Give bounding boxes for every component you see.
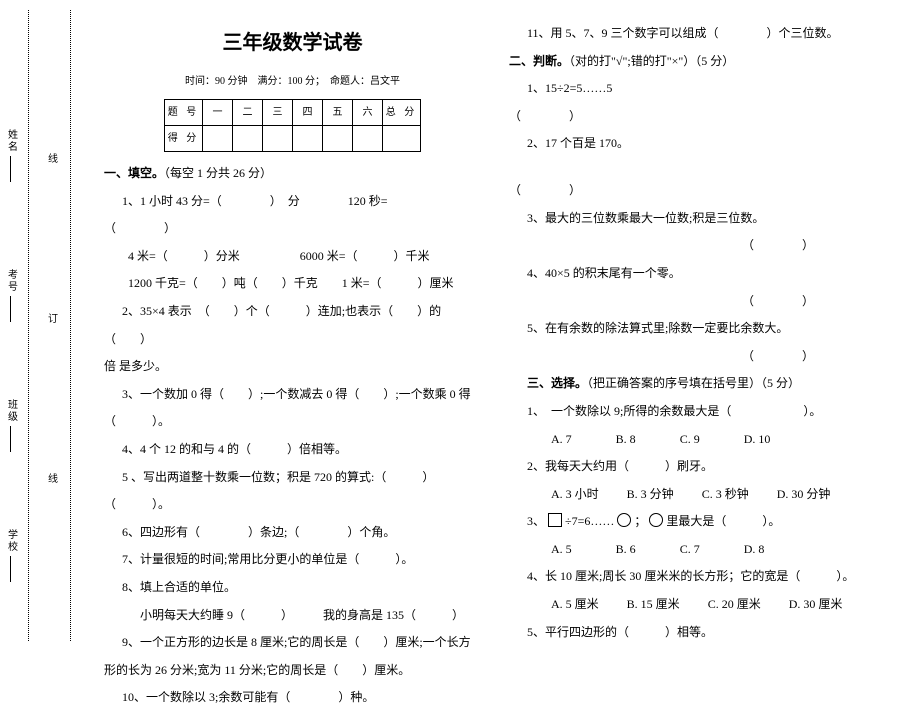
section1-heading: 一、填空。（每空 1 分共 26 分） [104,160,481,188]
q5: 5 、写出两道整十数乘一位数；积是 720 的算式:（ ） [104,464,481,492]
c4A: A. 5 厘米 [551,591,599,619]
q7: 7、计量很短的时间;常用比分更小的单位是（ ）。 [104,546,481,574]
dotted-line-1 [28,10,29,641]
c5: 5、平行四边形的（ ）相等。 [509,619,886,647]
c4C: C. 20 厘米 [708,591,761,619]
j5: 5、在有余数的除法算式里;除数一定要比余数大。 [509,315,886,343]
c4-opts: A. 5 厘米 B. 15 厘米 C. 20 厘米 D. 30 厘米 [509,591,886,619]
score-row-label: 得 分 [165,126,203,152]
score-table: 题 号 一 二 三 四 五 六 总 分 得 分 [164,99,421,152]
binding-label-examno: 考号 [6,270,20,328]
cut-mark-2: 订 [48,310,58,325]
score-h4: 四 [293,100,323,126]
c1-opts: A. 7 B. 8 C. 9 D. 10 [509,426,886,454]
q9: 9、一个正方形的边长是 8 厘米;它的周长是（ ）厘米;一个长方 [104,629,481,657]
c2B: B. 3 分钟 [627,481,674,509]
score-c6 [353,126,383,152]
c3: 3、 ÷7=6…… ； 里最大是（ ）。 [509,508,886,536]
c3B: B. 6 [616,536,636,564]
score-h0: 题 号 [165,100,203,126]
c3A: A. 5 [551,536,572,564]
score-h6: 六 [353,100,383,126]
q10: 10、一个数除以 3;余数可能有（ ）种。 [104,684,481,712]
j4: 4、40×5 的积末尾有一个零。 [509,260,886,288]
exam-meta: 时间：90 分钟 满分：100 分； 命题人：吕文平 [104,70,481,93]
binding-label-name: 姓名 [6,130,20,188]
section2-heading: 二、判断。（对的打"√";错的打"×"）（5 分） [509,48,886,76]
score-h2: 二 [233,100,263,126]
q1c2: 1200 千克=（ ）吨（ ）千克 1 米=（ ）厘米 [104,270,481,298]
q1c: 4 米=（ ）分米 6000 米=（ ）千米 [104,243,481,271]
binding-margin: 姓名 考号 班级 学校 线 订 线 [0,0,80,651]
c2D: D. 30 分钟 [777,481,831,509]
cut-mark-1: 线 [48,150,58,165]
q1b: （ ） [104,215,481,243]
c4D: D. 30 厘米 [789,591,843,619]
right-column: 11、用 5、7、9 三个数字可以组成（ ）个三位数。 二、判断。（对的打"√"… [495,20,900,631]
square-icon [548,513,562,527]
q2b: 倍 是多少。 [104,353,481,381]
c3C: C. 7 [680,536,700,564]
j3: 3、最大的三位数乘最大一位数;积是三位数。 [509,205,886,233]
j3p: （ ） [509,232,886,260]
score-c3 [263,126,293,152]
c1A: A. 7 [551,426,572,454]
c3D: D. 8 [744,536,765,564]
score-c2 [233,126,263,152]
page-content: 三年级数学试卷 时间：90 分钟 满分：100 分； 命题人：吕文平 题 号 一… [90,20,900,631]
q4: 4、4 个 12 的和与 4 的（ ）倍相等。 [104,436,481,464]
j1p: （ ） [509,103,886,131]
score-c1 [203,126,233,152]
j2: 2、17 个百是 170。 [509,130,886,158]
c1C: C. 9 [680,426,700,454]
q8a: 小明每天大约睡 9（ ） 我的身高是 135（ ） [104,602,481,630]
q3b: （ ）。 [104,408,481,436]
c4: 4、长 10 厘米;周长 30 厘米米的长方形；它的宽是（ ）。 [509,563,886,591]
q3: 3、一个数加 0 得（ ）;一个数减去 0 得（ ）;一个数乘 0 得 [104,381,481,409]
exam-title: 三年级数学试卷 [104,20,481,66]
binding-label-school: 学校 [6,530,20,588]
score-h5: 五 [323,100,353,126]
j4p: （ ） [509,288,886,316]
score-c5 [323,126,353,152]
score-h7: 总 分 [383,100,421,126]
c2C: C. 3 秒钟 [702,481,749,509]
j1: 1、15÷2=5……5 [509,75,886,103]
c1B: B. 8 [616,426,636,454]
circle-icon-2 [649,513,663,527]
q8: 8、填上合适的单位。 [104,574,481,602]
score-c4 [293,126,323,152]
spacer-1 [509,158,886,177]
c2A: A. 3 小时 [551,481,599,509]
dotted-line-2 [70,10,71,641]
score-h1: 一 [203,100,233,126]
q2: 2、35×4 表示 （ ）个（ ）连加;也表示（ ）的（ ） [104,298,481,353]
c2: 2、我每天大约用（ ）刷牙。 [509,453,886,481]
c3-opts: A. 5 B. 6 C. 7 D. 8 [509,536,886,564]
cut-mark-3: 线 [48,470,58,485]
c1D: D. 10 [744,426,771,454]
left-column: 三年级数学试卷 时间：90 分钟 满分：100 分； 命题人：吕文平 题 号 一… [90,20,495,631]
j2p: （ ） [509,177,886,205]
circle-icon-1 [617,513,631,527]
score-h3: 三 [263,100,293,126]
q11: 11、用 5、7、9 三个数字可以组成（ ）个三位数。 [509,20,886,48]
c2-opts: A. 3 小时 B. 3 分钟 C. 3 秒钟 D. 30 分钟 [509,481,886,509]
j5p: （ ） [509,343,886,371]
c1: 1、 一个数除以 9;所得的余数最大是（ ）。 [509,398,886,426]
q1: 1、1 小时 43 分=（ ） 分 120 秒= [104,188,481,216]
binding-label-class: 班级 [6,400,20,458]
c4B: B. 15 厘米 [627,591,680,619]
q6: 6、四边形有（ ）条边;（ ）个角。 [104,519,481,547]
q5b: （ ）。 [104,491,481,519]
section3-heading: 三、选择。（把正确答案的序号填在括号里）（5 分） [509,370,886,398]
q9b: 形的长为 26 分米;宽为 11 分米;它的周长是（ ）厘米。 [104,657,481,685]
score-c7 [383,126,421,152]
